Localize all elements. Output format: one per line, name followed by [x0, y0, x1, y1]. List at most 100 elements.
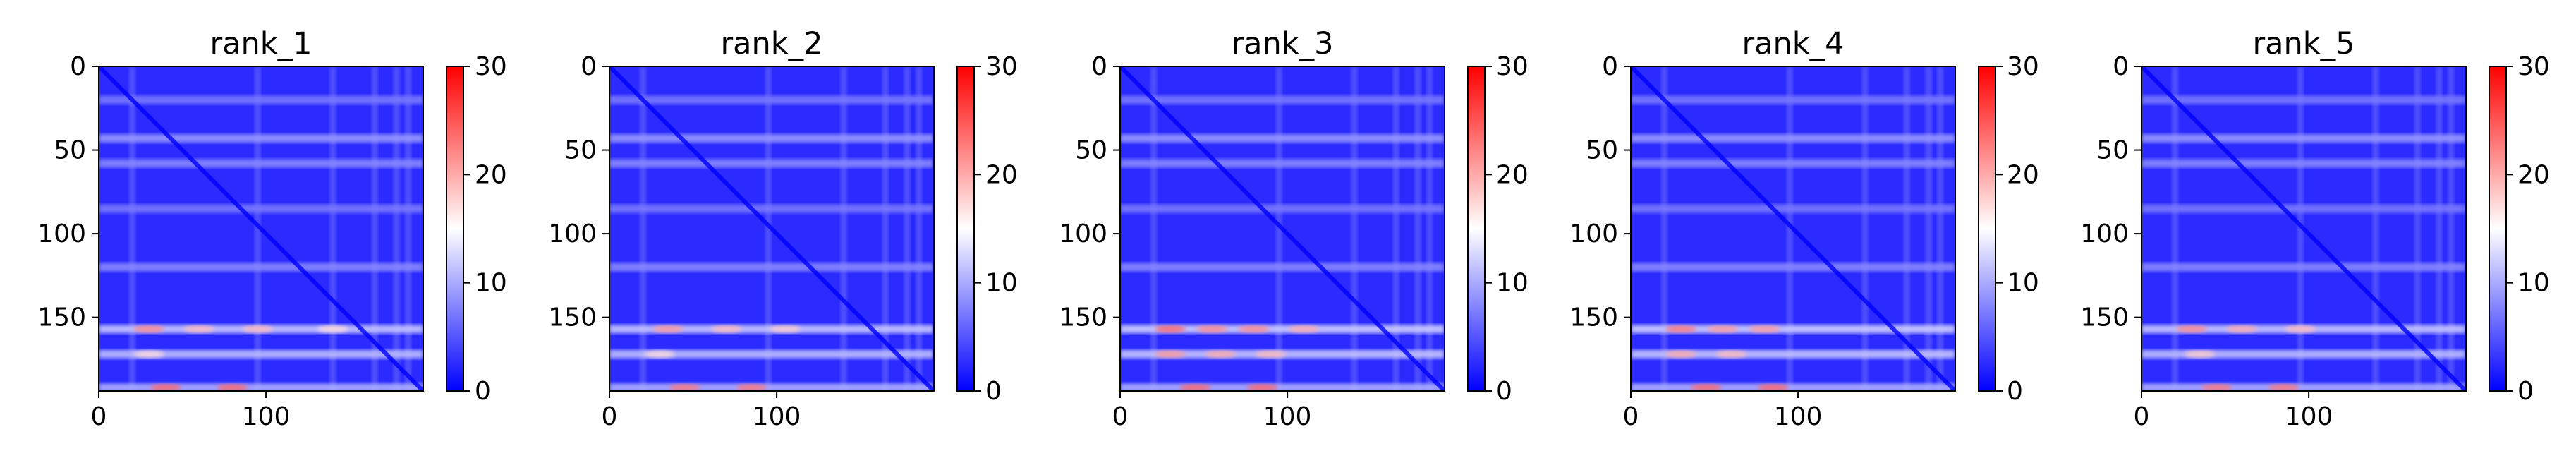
heatmap-row-band: [1631, 263, 1955, 272]
colorbar: 0 10 20 30: [1467, 52, 1529, 406]
heatmap-column-band: [405, 66, 411, 391]
heatmap-diagonal: [1120, 66, 1445, 391]
colorbar-tick-label: 30: [2517, 52, 2550, 81]
y-tick-label: 0: [581, 52, 597, 81]
heatmap-hot-spot: [217, 384, 248, 391]
y-tick-label: 0: [2113, 52, 2129, 81]
heatmap-row-band: [99, 204, 423, 213]
y-tick-label: 100: [1059, 220, 1107, 248]
heatmap-hot-spot: [1665, 325, 1697, 333]
colorbar-tick-label: 30: [475, 52, 507, 81]
heatmap-hot-spot: [2285, 325, 2316, 333]
panel-title: rank_4: [1742, 26, 1844, 61]
panel-title: rank_1: [209, 26, 312, 61]
heatmap-hot-spot: [769, 325, 801, 333]
heatmap-panel: rank_4 0 50 100 150 0 100 0 10 20 30: [1569, 26, 2039, 431]
y-tick-label: 0: [70, 52, 86, 81]
y-tick-label: 150: [1569, 303, 1618, 332]
colorbar-tick-label: 10: [2007, 269, 2039, 298]
heatmap-row-band: [609, 159, 934, 168]
heatmap-row-band: [99, 349, 423, 359]
colorbar: 0 10 20 30: [446, 52, 507, 406]
colorbar-tick-label: 10: [2517, 269, 2550, 298]
y-tick-label: 150: [1059, 303, 1107, 332]
heatmap-row-band: [99, 95, 423, 104]
heatmap-hot-spot: [1255, 351, 1287, 358]
colorbar-tick-label: 0: [2517, 377, 2534, 406]
x-tick-label: 0: [602, 402, 618, 431]
heatmap-column-band: [372, 66, 378, 391]
heatmap-column-band: [2172, 66, 2178, 391]
heatmap-row-band: [1631, 204, 1955, 213]
heatmap-row-band: [609, 134, 934, 143]
x-tick-label: 100: [1263, 402, 1312, 431]
heatmap-hot-spot: [1246, 384, 1278, 391]
heatmap-column-band: [2436, 66, 2443, 391]
heatmap-hot-spot: [1155, 325, 1186, 333]
heatmap-row-band: [2141, 134, 2466, 143]
heatmap-panel: rank_5 0 50 100 150 0 100 0 10 20 30: [2080, 26, 2550, 431]
heatmap-row-band: [1120, 95, 1445, 104]
heatmap-column-band: [640, 66, 646, 391]
colorbar: 0 10 20 30: [1978, 52, 2039, 406]
heatmap-row-band: [99, 134, 423, 143]
colorbar-gradient: [957, 66, 974, 391]
heatmap-column-band: [255, 66, 261, 391]
heatmap-image: [99, 66, 423, 391]
heatmap-column-band: [2372, 66, 2378, 391]
heatmap-column-band: [765, 66, 772, 391]
heatmap-hot-spot: [652, 325, 684, 333]
heatmap-column-band: [1393, 66, 1399, 391]
colorbar-frame: [1978, 66, 1996, 392]
heatmap-column-band: [882, 66, 889, 391]
x-tick-label: 0: [1623, 402, 1639, 431]
heatmap-row-band: [2141, 95, 2466, 104]
heatmap-row-band: [2141, 204, 2466, 213]
heatmap-row-band: [99, 263, 423, 272]
heatmap-column-band: [1787, 66, 1793, 391]
heatmap-hot-spot: [2268, 384, 2299, 391]
x-tick-label: 0: [91, 402, 107, 431]
y-tick-label: 100: [1569, 220, 1618, 248]
heatmap-row-band: [609, 263, 934, 272]
y-tick-label: 150: [37, 303, 86, 332]
colorbar: 0 10 20 30: [956, 52, 1018, 406]
heatmap-column-band: [1351, 66, 1357, 391]
heatmap-panel: rank_1 0 50 100 150 0 100 0 10 20 30: [37, 26, 507, 431]
heatmap-panel: rank_3 0 50 100 150 0 100 0 10 20 30: [1059, 26, 1529, 431]
heatmap-row-band: [1120, 383, 1445, 391]
heatmap-column-band: [329, 66, 336, 391]
y-tick-label: 50: [1075, 136, 1107, 165]
colorbar-tick-label: 20: [1496, 160, 1529, 189]
heatmap-hot-spot: [133, 325, 165, 333]
heatmap-hot-spot: [2176, 325, 2208, 333]
heatmap-column-band: [129, 66, 135, 391]
colorbar-frame: [1467, 66, 1486, 392]
x-tick-label: 100: [1774, 402, 1823, 431]
heatmap-hot-spot: [1690, 384, 1722, 391]
heatmap-image: [1120, 66, 1445, 391]
heatmap-row-band: [1120, 263, 1445, 272]
y-tick-label: 100: [2080, 220, 2129, 248]
colorbar-gradient: [446, 66, 463, 391]
heatmap-hot-spot: [2184, 351, 2216, 358]
heatmap-hot-spot: [644, 351, 676, 358]
heatmap-hot-spot: [150, 384, 181, 391]
y-tick-label: 150: [548, 303, 597, 332]
heatmap-row-band: [1120, 325, 1445, 334]
y-tick-label: 50: [564, 136, 597, 165]
colorbar-tick-label: 0: [475, 377, 491, 406]
heatmap-hot-spot: [183, 325, 215, 333]
heatmap-row-band: [1631, 383, 1955, 391]
heatmap-column-band: [1904, 66, 1910, 391]
colorbar-frame: [956, 66, 975, 392]
heatmap-row-band: [2141, 263, 2466, 272]
x-tick-label: 100: [753, 402, 801, 431]
heatmap-hot-spot: [1707, 325, 1739, 333]
colorbar-gradient: [2489, 66, 2506, 391]
colorbar-frame: [446, 66, 464, 392]
colorbar-tick-label: 20: [475, 160, 507, 189]
heatmap-diagonal: [2141, 66, 2466, 391]
heatmap-row-band: [2141, 349, 2466, 359]
